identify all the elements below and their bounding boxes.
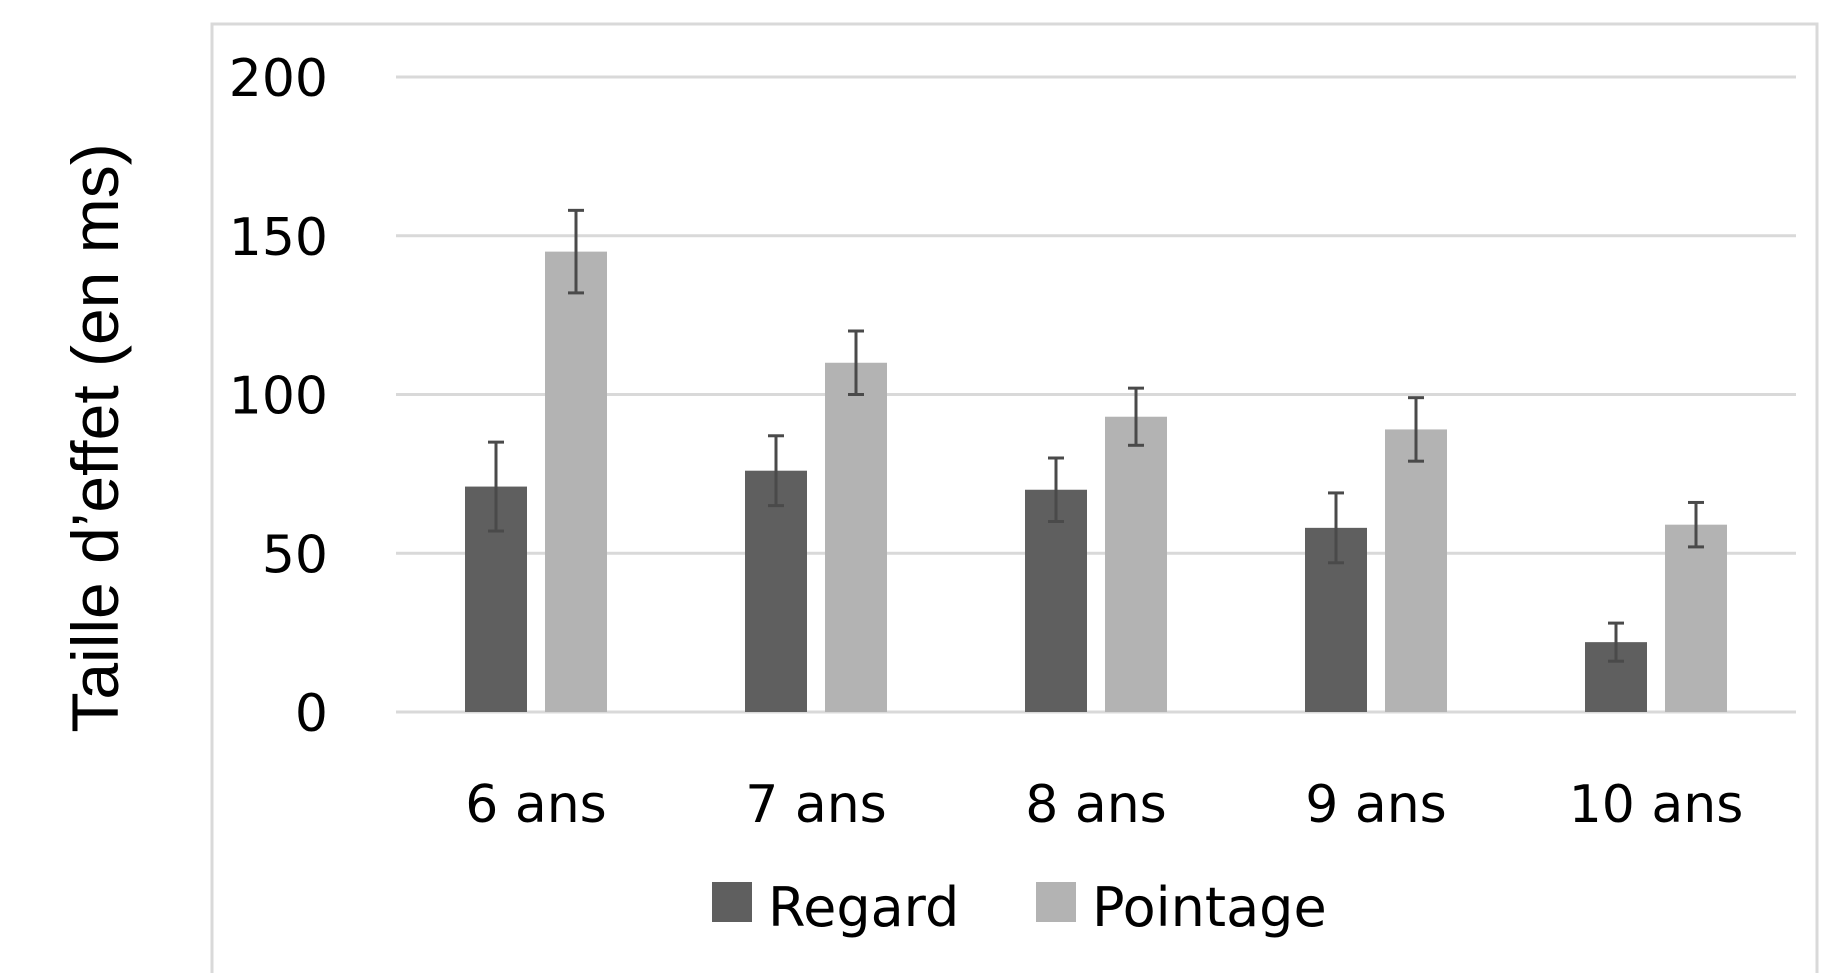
- legend: Regard Pointage: [712, 876, 1327, 939]
- error-bar: [1128, 386, 1144, 447]
- error-bar: [1328, 491, 1344, 565]
- bar-pointage-6: [545, 251, 607, 712]
- error-bar: [568, 208, 584, 295]
- error-bars: [488, 208, 1704, 663]
- grid-lines: [396, 75, 1796, 714]
- legend-swatch-regard: [712, 882, 752, 922]
- y-tick-label: 150: [229, 208, 328, 268]
- y-axis-ticks: 0 50 100 150 200: [229, 49, 328, 744]
- error-bar: [768, 434, 784, 508]
- bar-regard-7: [745, 470, 807, 712]
- y-tick-label: 100: [229, 367, 328, 427]
- bar-pointage-7: [825, 362, 887, 712]
- y-axis-label: Taille d’effet (en ms): [58, 143, 132, 732]
- legend-swatch-pointage: [1036, 882, 1076, 922]
- bar-regard-8: [1025, 489, 1087, 712]
- bars: [465, 251, 1727, 712]
- error-bar: [1048, 456, 1064, 523]
- error-bar: [848, 329, 864, 396]
- x-tick-label: 7 ans: [745, 775, 887, 835]
- y-tick-label: 200: [229, 49, 328, 109]
- bar-pointage-8: [1105, 416, 1167, 712]
- chart-frame: [210, 22, 1819, 973]
- bar-pointage-9: [1385, 429, 1447, 712]
- legend-label-regard: Regard: [768, 876, 959, 939]
- y-tick-label: 50: [262, 525, 328, 585]
- error-bar: [1688, 500, 1704, 549]
- x-tick-label: 8 ans: [1025, 775, 1167, 835]
- error-bar: [488, 440, 504, 533]
- error-bar: [1608, 621, 1624, 663]
- x-tick-label: 10 ans: [1569, 775, 1744, 835]
- legend-label-pointage: Pointage: [1092, 876, 1327, 939]
- x-axis-ticks: 6 ans 7 ans 8 ans 9 ans 10 ans: [465, 775, 1743, 835]
- bar-pointage-10: [1665, 524, 1727, 712]
- x-tick-label: 6 ans: [465, 775, 607, 835]
- x-tick-label: 9 ans: [1305, 775, 1447, 835]
- error-bar: [1408, 396, 1424, 463]
- y-tick-label: 0: [295, 684, 328, 744]
